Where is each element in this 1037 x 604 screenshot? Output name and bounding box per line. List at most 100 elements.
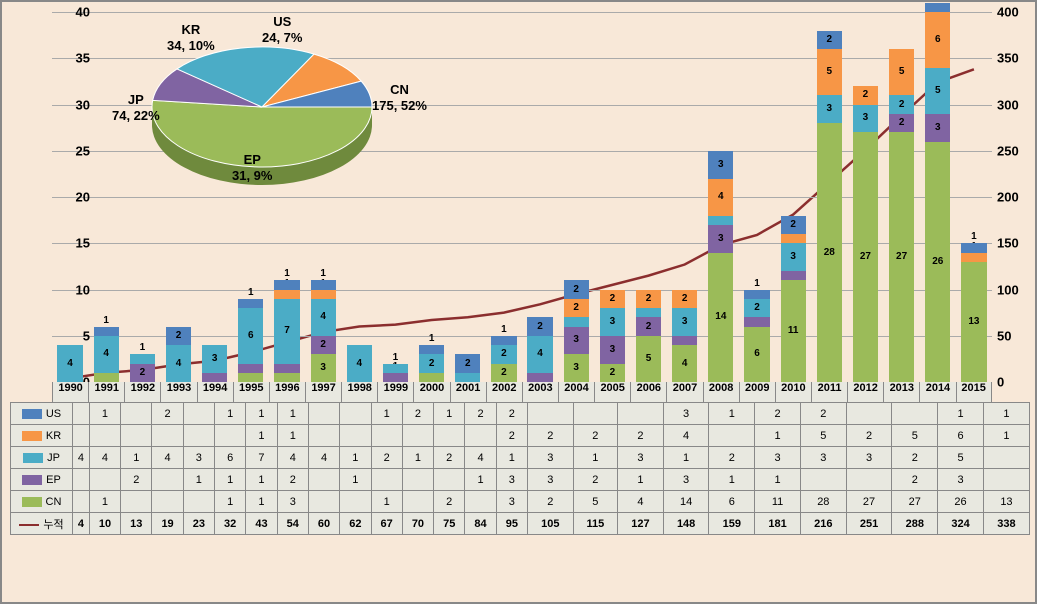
table-cell: 1 <box>938 403 984 425</box>
pie-label-CN: CN175, 52% <box>372 82 427 113</box>
table-cell: 2 <box>846 425 892 447</box>
bar-seg-label: 3 <box>708 234 733 244</box>
table-cell: 1 <box>246 403 277 425</box>
bar-seg-label: 2 <box>564 285 589 295</box>
table-cell <box>402 425 433 447</box>
table-cell <box>846 469 892 491</box>
table-cell <box>340 425 371 447</box>
y-left-tick: 40 <box>50 5 90 20</box>
table-cell <box>152 469 183 491</box>
table-cell <box>121 425 152 447</box>
table-cell: 2 <box>755 403 801 425</box>
table-cell: 3 <box>496 469 527 491</box>
y-right-tick: 150 <box>997 236 1037 251</box>
table-cell <box>121 491 152 513</box>
legend-cell-US: US <box>11 403 73 425</box>
bar-seg-label: 4 <box>672 359 697 369</box>
table-cell <box>152 425 183 447</box>
table-cell: 3 <box>618 447 664 469</box>
table-cell: 70 <box>402 513 433 535</box>
bar-seg-label: 2 <box>600 294 625 304</box>
table-cell: 13 <box>983 491 1029 513</box>
x-tick: 2005 <box>594 382 630 402</box>
table-cell: 105 <box>527 513 573 535</box>
table-cell <box>618 403 664 425</box>
y-left-tick: 5 <box>50 328 90 343</box>
table-cell <box>308 469 339 491</box>
legend-swatch <box>23 453 43 463</box>
bar-seg-label: 2 <box>744 303 769 313</box>
x-tick: 2010 <box>775 382 811 402</box>
table-row-cumulative: 누적41013192332435460626770758495105115127… <box>11 513 1030 535</box>
bar-seg-US <box>744 290 769 299</box>
bar-seg-label: 5 <box>925 86 950 96</box>
table-row-CN: CN1113123254146112827272613 <box>11 491 1030 513</box>
y-right-tick: 50 <box>997 328 1037 343</box>
bar-seg-label: 1 <box>130 343 155 353</box>
legend-cell-JP: JP <box>11 447 73 469</box>
bar-seg-label: 3 <box>202 354 227 364</box>
bar-seg-label: 1 <box>311 269 336 279</box>
y-right-tick: 300 <box>997 97 1037 112</box>
table-cell: 1 <box>121 447 152 469</box>
table-cell: 1 <box>246 491 277 513</box>
bar-seg-label: 4 <box>57 359 82 369</box>
table-cell: 11 <box>755 491 801 513</box>
table-cell: 3 <box>496 491 527 513</box>
bar-seg-label: 27 <box>889 252 914 262</box>
bar-seg-US <box>419 345 444 354</box>
table-cell <box>371 469 402 491</box>
bar-seg-label: 6 <box>744 349 769 359</box>
bar-seg-label: 7 <box>274 326 299 336</box>
bar-seg-US <box>274 280 299 289</box>
bar-seg-label: 1 <box>94 316 119 326</box>
bar-seg-US <box>94 327 119 336</box>
table-cell: 6 <box>215 447 246 469</box>
table-cell: 3 <box>800 447 846 469</box>
bar-seg-label: 1 <box>238 288 263 298</box>
x-tick: 2006 <box>630 382 666 402</box>
bar-seg-label: 2 <box>672 294 697 304</box>
chart-container: 4141214213116111711324114111211222114233… <box>0 0 1037 604</box>
legend-label: US <box>46 408 61 420</box>
legend-label: CN <box>46 496 62 508</box>
bar-seg-KR <box>311 290 336 299</box>
bar-seg-CN <box>274 373 299 382</box>
table-cell: 5 <box>938 447 984 469</box>
x-tick: 1991 <box>88 382 124 402</box>
table-cell: 251 <box>846 513 892 535</box>
table-row-EP: EP2111211332131123 <box>11 469 1030 491</box>
bar-seg-label: 3 <box>817 104 842 114</box>
bar-seg-label: 26 <box>925 257 950 267</box>
x-tick: 2007 <box>666 382 702 402</box>
table-cell <box>215 425 246 447</box>
bar-seg-label: 2 <box>889 118 914 128</box>
bar-seg-label: 2 <box>311 340 336 350</box>
table-cell: 19 <box>152 513 183 535</box>
table-cell: 1 <box>183 469 214 491</box>
table-cell <box>73 425 90 447</box>
bar-seg-label: 2 <box>817 35 842 45</box>
table-cell <box>573 403 617 425</box>
bar-seg-label: 5 <box>636 354 661 364</box>
x-tick: 2009 <box>739 382 775 402</box>
table-cell: 2 <box>402 403 433 425</box>
bar-seg-label: 1 <box>925 0 950 2</box>
table-row-KR: KR1122224152561 <box>11 425 1030 447</box>
table-cell: 1 <box>983 403 1029 425</box>
table-cell: 4 <box>89 447 120 469</box>
table-cell: 1 <box>709 469 755 491</box>
bar-seg-label: 11 <box>781 326 806 336</box>
table-cell <box>892 403 938 425</box>
gridline <box>52 336 992 337</box>
x-tick: 1998 <box>341 382 377 402</box>
legend-swatch <box>22 475 42 485</box>
table-cell: 1 <box>618 469 664 491</box>
table-cell <box>183 403 214 425</box>
bar-seg-label: 2 <box>636 294 661 304</box>
table-cell <box>434 469 465 491</box>
bar-seg-EP <box>274 364 299 373</box>
bar-seg-label: 27 <box>853 252 878 262</box>
table-cell: 324 <box>938 513 984 535</box>
table-cell: 127 <box>618 513 664 535</box>
